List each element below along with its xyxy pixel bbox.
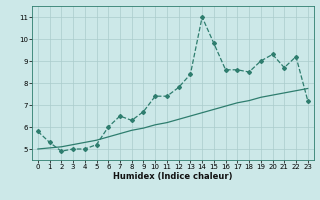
- X-axis label: Humidex (Indice chaleur): Humidex (Indice chaleur): [113, 172, 233, 181]
